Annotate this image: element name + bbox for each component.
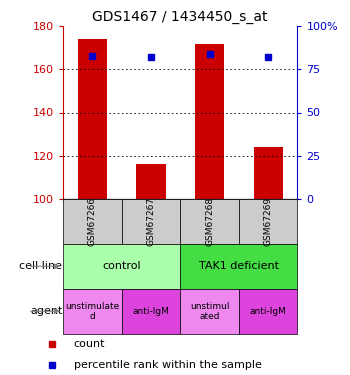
Text: percentile rank within the sample: percentile rank within the sample	[74, 360, 262, 370]
Text: agent: agent	[30, 306, 62, 316]
Bar	[195, 44, 224, 199]
Text: count: count	[74, 339, 105, 349]
Text: cell line: cell line	[19, 261, 62, 271]
Bar	[63, 244, 180, 289]
Text: unstimul
ated: unstimul ated	[190, 302, 229, 321]
Bar	[180, 244, 298, 289]
Text: anti-IgM: anti-IgM	[133, 307, 169, 316]
Text: anti-IgM: anti-IgM	[250, 307, 287, 316]
Bar	[253, 147, 283, 199]
Text: GSM67267: GSM67267	[146, 196, 155, 246]
Bar	[239, 199, 298, 244]
Title: GDS1467 / 1434450_s_at: GDS1467 / 1434450_s_at	[92, 10, 268, 24]
Bar	[239, 289, 298, 334]
Text: GSM67268: GSM67268	[205, 196, 214, 246]
Text: unstimulate
d: unstimulate d	[65, 302, 119, 321]
Text: control: control	[102, 261, 141, 271]
Bar	[180, 289, 239, 334]
Bar	[63, 199, 122, 244]
Bar	[63, 289, 122, 334]
Text: TAK1 deficient: TAK1 deficient	[199, 261, 279, 271]
Bar	[122, 199, 180, 244]
Text: GSM67269: GSM67269	[264, 196, 273, 246]
Bar	[78, 39, 107, 199]
Text: GSM67266: GSM67266	[88, 196, 97, 246]
Bar	[136, 164, 166, 199]
Bar	[122, 289, 180, 334]
Bar	[180, 199, 239, 244]
